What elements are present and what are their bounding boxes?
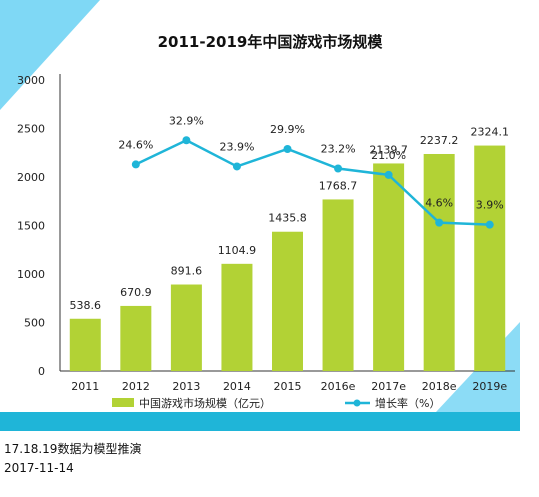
y-tick-label: 1500 [17,220,45,233]
y-tick-label: 1000 [17,268,45,281]
growth-rate-label: 24.6% [118,138,153,151]
legend-swatch-bar [112,398,134,407]
chart-title: 2011-2019年中国游戏市场规模 [158,33,384,51]
bar [120,305,152,371]
y-tick-label: 3000 [17,74,45,87]
growth-rate-point [232,162,241,171]
y-tick-label: 500 [24,317,45,330]
bar-value-label: 2324.1 [470,126,509,139]
bottom-band [0,412,520,431]
bar-value-label: 891.6 [171,265,203,278]
x-tick-label: 2016e [321,380,356,393]
bar-value-label: 1435.8 [268,212,307,225]
bar [69,318,101,371]
y-tick-label: 2500 [17,123,45,136]
growth-rate-label: 32.9% [169,114,204,127]
bar [170,284,202,371]
growth-rate-point [384,170,393,179]
bar [221,263,253,371]
corner-triangle-top-left [0,0,100,110]
bar [423,153,455,371]
x-tick-label: 2018e [422,380,457,393]
growth-rate-label: 29.9% [270,123,305,136]
bar-value-label: 2237.2 [420,134,459,147]
growth-rate-point [283,144,292,153]
bar [322,199,354,371]
legend-swatch-point [353,399,361,407]
growth-rate-label: 4.6% [425,197,453,210]
x-tick-label: 2014 [223,380,251,393]
bar [474,145,506,371]
footer-note: 17.18.19数据为模型推演 [4,442,142,456]
y-tick-label: 0 [38,365,45,378]
growth-rate-point [131,160,140,169]
x-tick-label: 2012 [122,380,150,393]
growth-rate-point [182,136,191,145]
bar [373,163,405,371]
growth-rate-point [435,218,444,227]
y-tick-label: 2000 [17,171,45,184]
legend-label-bar: 中国游戏市场规模（亿元） [139,396,271,410]
growth-rate-line [135,138,490,226]
growth-rate-point [485,220,494,229]
x-tick-label: 2013 [172,380,200,393]
legend-label-line: 增长率（%） [375,396,440,410]
growth-rate-label: 23.9% [219,140,254,153]
x-tick-label: 2019e [472,380,507,393]
growth-rate-label: 23.2% [321,142,356,155]
bar-value-label: 1104.9 [218,244,257,257]
bar-value-label: 1768.7 [319,179,358,192]
bar-value-label: 538.6 [70,299,102,312]
growth-rate-label: 3.9% [476,199,504,212]
x-tick-label: 2011 [71,380,99,393]
growth-rate-label: 21.0% [371,149,406,162]
bar [272,231,303,371]
growth-rate-point [334,164,343,173]
bar-value-label: 2139.7 [369,143,408,156]
footer-date: 2017-11-14 [4,461,74,475]
x-tick-label: 2017e [371,380,406,393]
x-tick-label: 2015 [274,380,302,393]
bar-value-label: 670.9 [120,286,152,299]
